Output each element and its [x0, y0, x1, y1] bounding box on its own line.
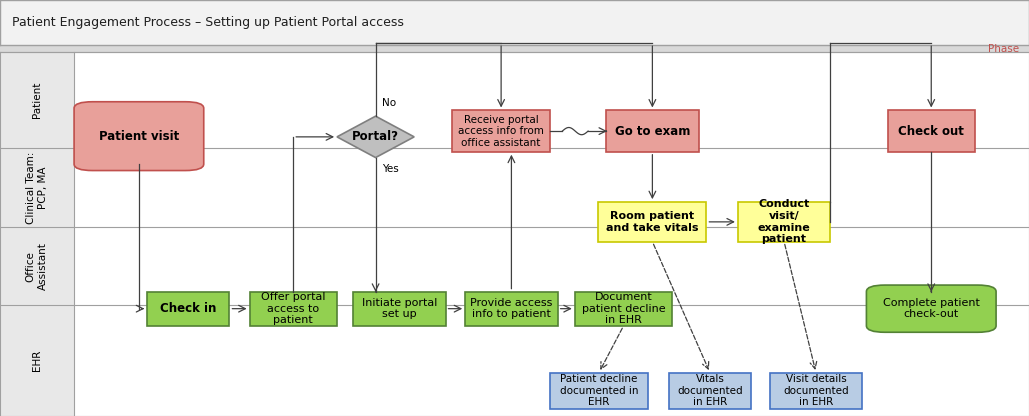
Polygon shape: [336, 116, 414, 158]
FancyBboxPatch shape: [147, 292, 229, 326]
Text: Receive portal
access info from
office assistant: Receive portal access info from office a…: [458, 114, 544, 148]
FancyBboxPatch shape: [669, 373, 751, 409]
Text: Yes: Yes: [382, 164, 398, 174]
FancyBboxPatch shape: [770, 373, 862, 409]
Text: Initiate portal
set up: Initiate portal set up: [361, 298, 437, 319]
FancyBboxPatch shape: [74, 102, 204, 171]
Bar: [0, 52, 74, 416]
Text: Conduct
visit/
examine
patient: Conduct visit/ examine patient: [757, 199, 811, 244]
FancyBboxPatch shape: [249, 292, 336, 326]
FancyBboxPatch shape: [452, 110, 549, 152]
Text: Portal?: Portal?: [352, 130, 399, 144]
Text: Go to exam: Go to exam: [614, 125, 690, 138]
Text: Office
Assistant: Office Assistant: [26, 242, 48, 290]
Text: No: No: [382, 98, 396, 108]
Text: Check out: Check out: [898, 125, 964, 138]
FancyBboxPatch shape: [465, 292, 558, 326]
Bar: [0, 0, 1029, 45]
Text: Patient Engagement Process – Setting up Patient Portal access: Patient Engagement Process – Setting up …: [12, 16, 404, 29]
FancyBboxPatch shape: [606, 110, 699, 152]
FancyBboxPatch shape: [353, 292, 446, 326]
Text: Room patient
and take vitals: Room patient and take vitals: [606, 211, 699, 233]
Text: Patient: Patient: [32, 82, 42, 119]
FancyBboxPatch shape: [887, 110, 974, 152]
Text: Phase: Phase: [988, 44, 1019, 54]
FancyBboxPatch shape: [549, 373, 648, 409]
Text: Offer portal
access to
patient: Offer portal access to patient: [261, 292, 325, 325]
FancyBboxPatch shape: [599, 202, 706, 242]
Text: Check in: Check in: [161, 302, 216, 315]
FancyBboxPatch shape: [866, 285, 996, 332]
Text: Patient decline
documented in
EHR: Patient decline documented in EHR: [560, 374, 638, 407]
FancyBboxPatch shape: [738, 202, 830, 242]
Text: Patient visit: Patient visit: [99, 130, 179, 143]
Bar: [0, 45, 1029, 52]
Text: EHR: EHR: [32, 350, 42, 371]
Text: Vitals
documented
in EHR: Vitals documented in EHR: [677, 374, 743, 407]
Text: Complete patient
check-out: Complete patient check-out: [883, 298, 980, 319]
Text: Clinical Team:
PCP, MA: Clinical Team: PCP, MA: [26, 151, 48, 224]
FancyBboxPatch shape: [574, 292, 673, 326]
Text: Visit details
documented
in EHR: Visit details documented in EHR: [783, 374, 849, 407]
Text: Document
patient decline
in EHR: Document patient decline in EHR: [581, 292, 666, 325]
Text: Provide access
info to patient: Provide access info to patient: [470, 298, 553, 319]
